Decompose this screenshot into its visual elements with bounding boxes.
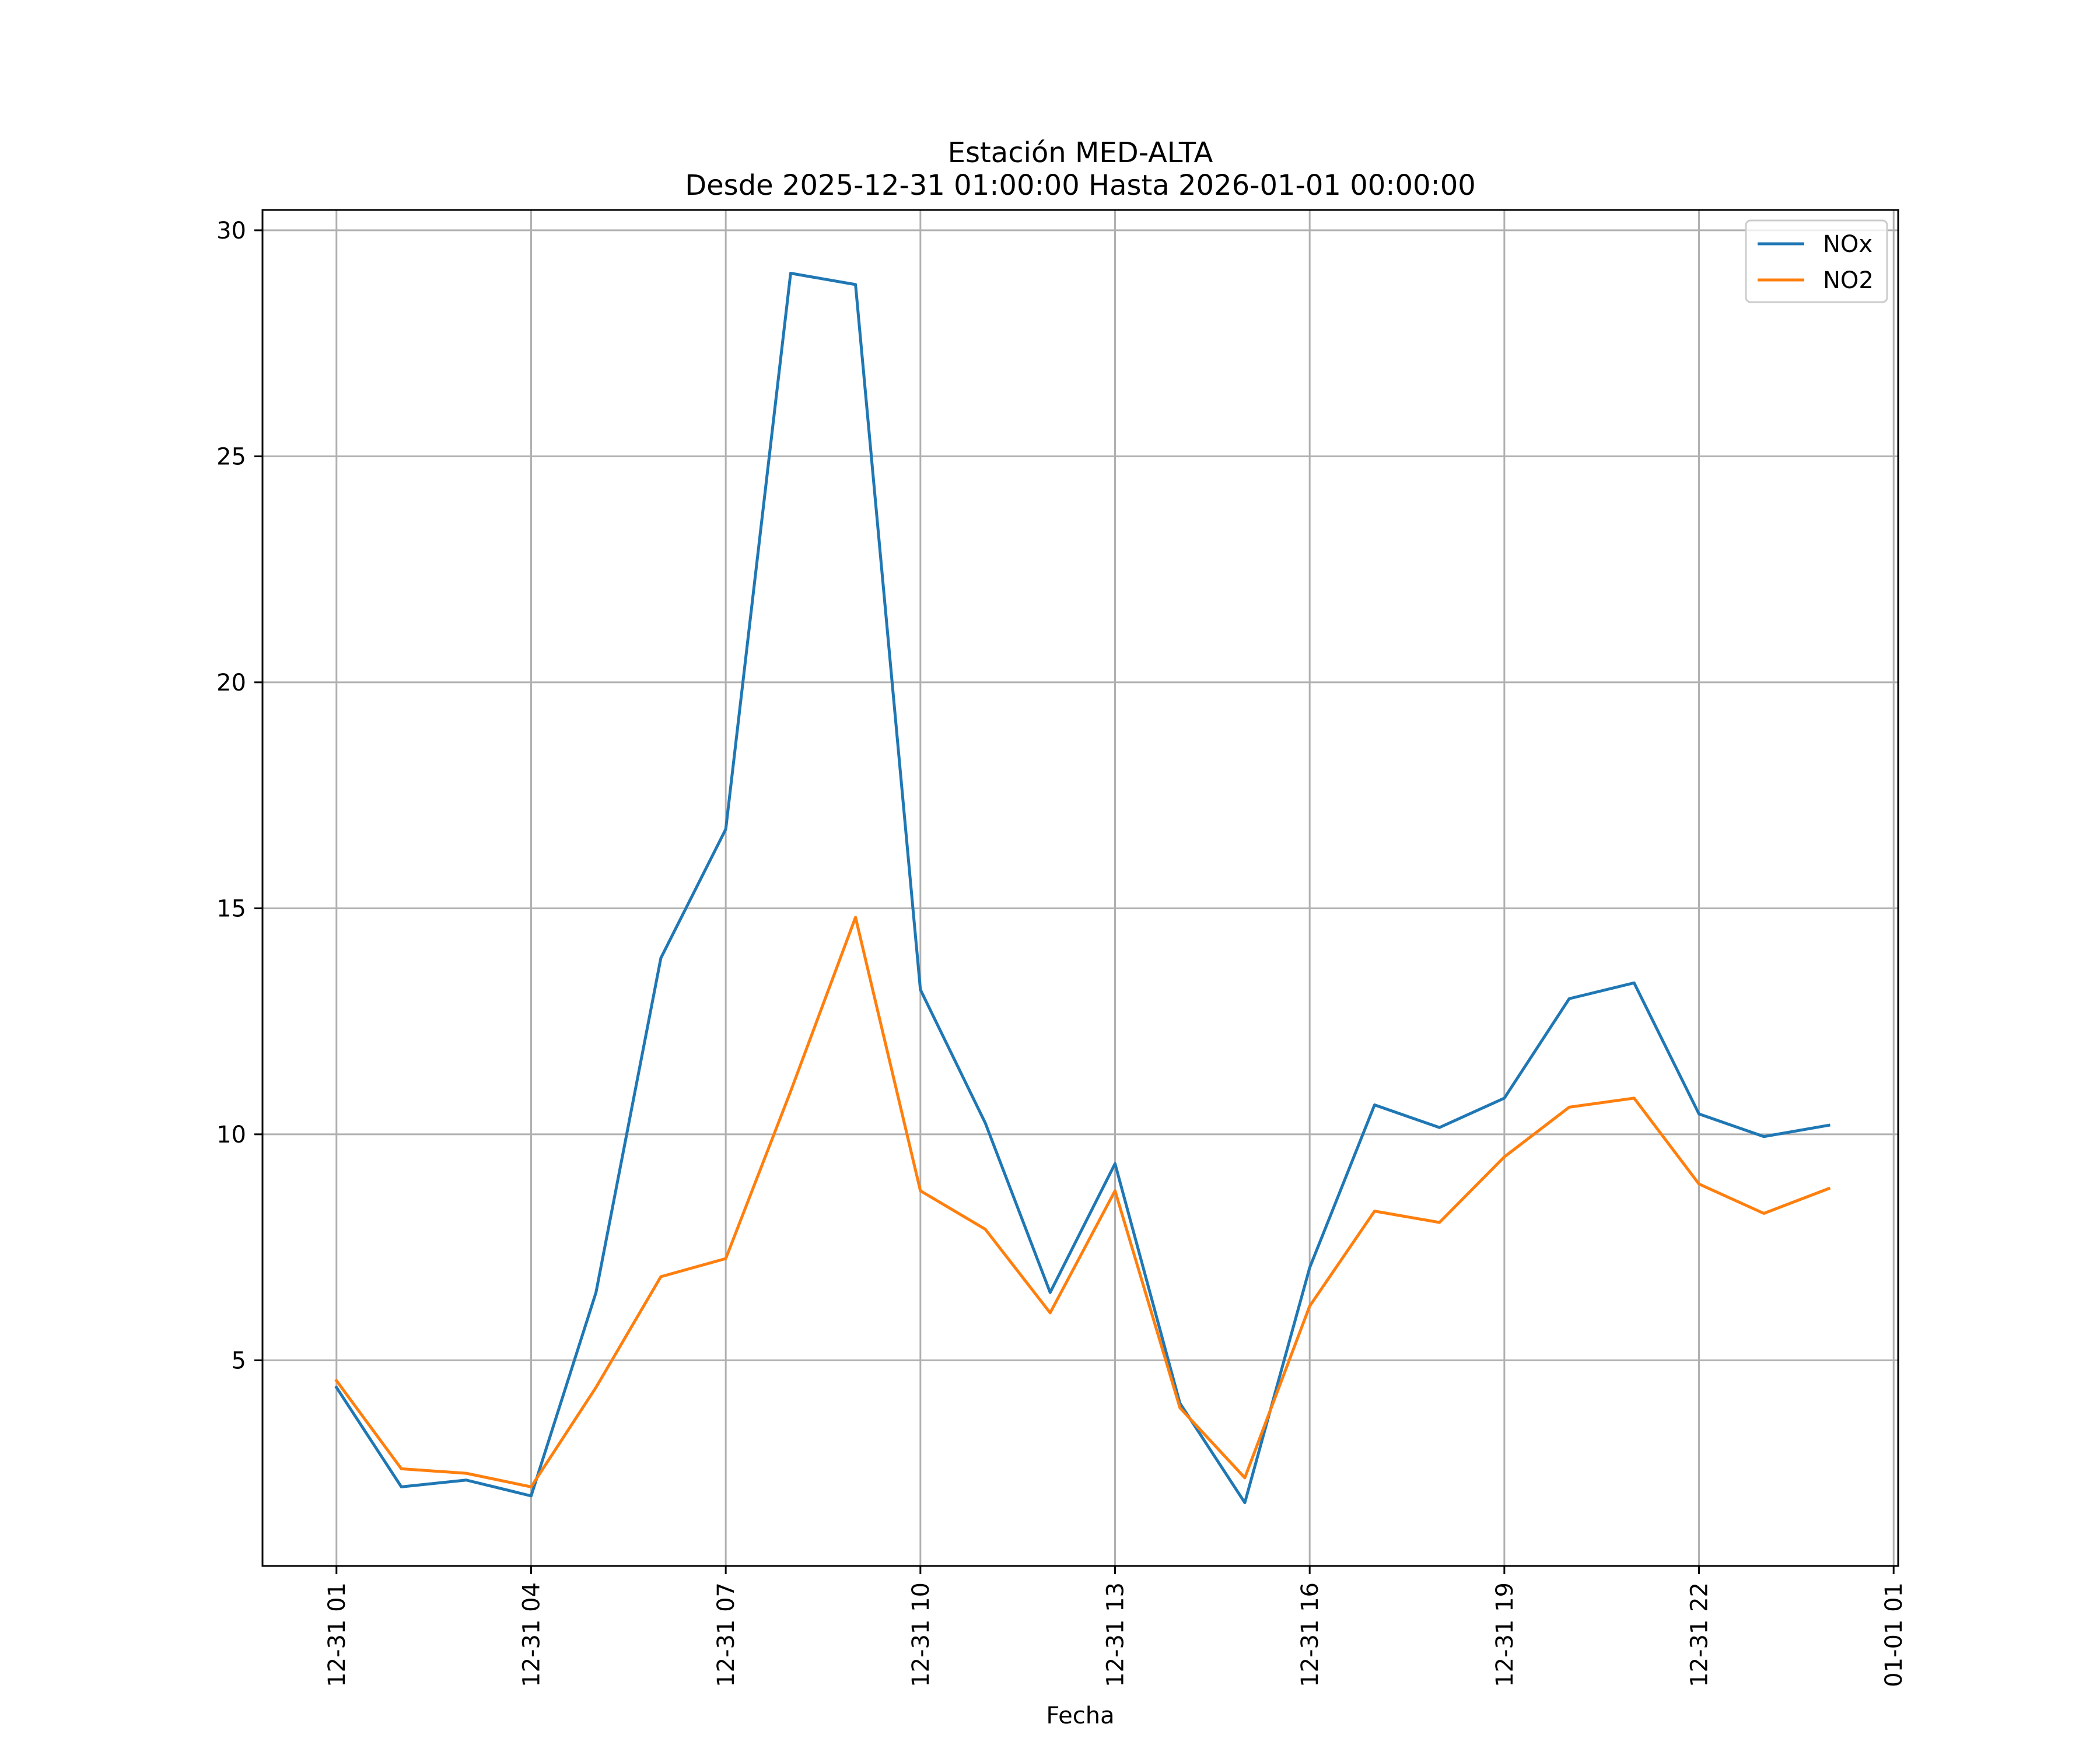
y-tick-label: 30 [216,218,246,244]
x-tick-label: 12-31 01 [324,1582,351,1687]
y-tick-label: 20 [216,670,246,696]
legend-label-no2: NO2 [1823,267,1874,294]
y-tick-label: 25 [216,443,246,470]
x-axis-label: Fecha [1046,1702,1114,1729]
x-tick-label: 12-31 19 [1492,1582,1518,1687]
x-tick-label: 12-31 07 [713,1582,740,1687]
y-tick-label: 10 [216,1122,246,1148]
axes-frame [261,209,1899,1567]
axis-ticks: 12-31 01 12-31 04 12-31 07 12-31 10 12-31 13… [216,218,1908,1687]
chart-subtitle: Desde 2025-12-31 01:00:00 Hasta 2026-01-… [685,169,1476,202]
x-tick-label: 12-31 16 [1297,1582,1324,1687]
series-line-no2 [334,916,1831,1488]
x-tick-label: 12-31 13 [1102,1582,1129,1687]
series-line-nox [334,272,1831,1504]
chart-title: Estación MED-ALTA [948,136,1213,169]
legend-label-nox: NOx [1823,231,1873,258]
x-tick-label: 12-31 04 [518,1582,545,1687]
series-lines [334,272,1831,1504]
x-tick-label: 12-31 22 [1686,1582,1713,1687]
y-tick-label: 15 [216,895,246,922]
y-tick-label: 5 [232,1347,246,1374]
grid [262,210,1898,1566]
x-tick-label: 12-31 10 [908,1582,935,1687]
legend: NOx NO2 [1745,219,1888,303]
x-tick-label: 01-01 01 [1881,1582,1908,1687]
legend-box [1745,219,1888,303]
